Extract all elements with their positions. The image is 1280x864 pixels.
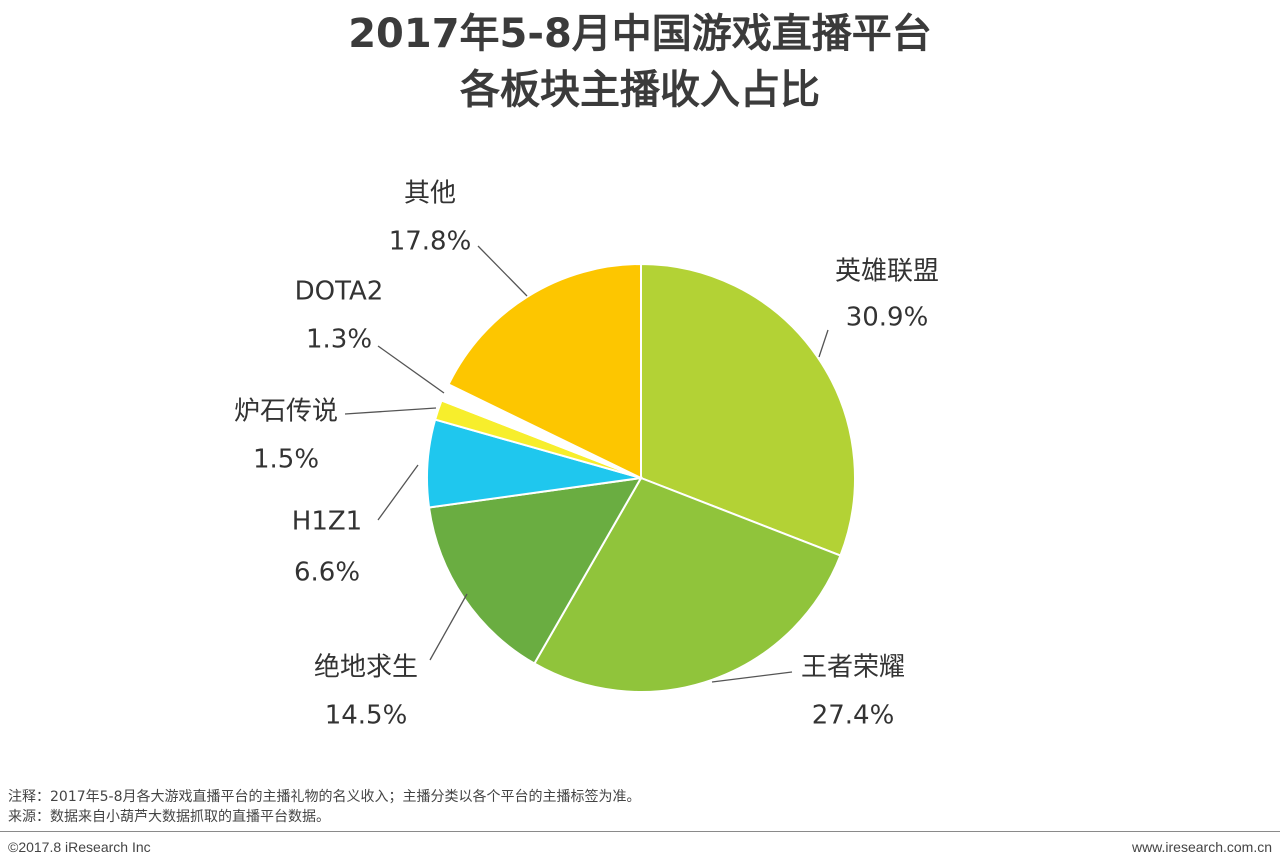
slice-label-0: 英雄联盟	[835, 257, 939, 287]
chart-source: 来源：数据来自小葫芦大数据抓取的直播平台数据。	[8, 809, 330, 825]
slice-value-1: 27.4%	[812, 701, 895, 731]
leader-line-2	[429, 593, 468, 661]
slice-label-2: 绝地求生	[314, 653, 418, 683]
footer-website: www.iresearch.com.cn	[1131, 839, 1272, 855]
footer-divider	[0, 831, 1280, 832]
pie-slice-0	[640, 262, 856, 557]
chart-note: 注释：2017年5-8月各大游戏直播平台的主播礼物的名义收入；主播分类以各个平台…	[8, 789, 641, 805]
slice-value-4: 1.5%	[253, 445, 319, 475]
pie-chart: 英雄联盟 30.9% 王者荣耀 27.4% 绝地求生 14.5% H1Z1 6.6% 炉石传说 1…	[234, 179, 939, 731]
slice-value-0: 30.9%	[846, 303, 929, 333]
slice-label-5: DOTA2	[295, 277, 384, 307]
slice-value-3: 6.6%	[294, 558, 360, 588]
slice-value-5: 1.3%	[306, 325, 372, 355]
slice-label-1: 王者荣耀	[801, 653, 905, 683]
footer-copyright: ©2017.8 iResearch Inc	[8, 839, 151, 855]
chart-title-line-2: 各板块主播收入占比	[460, 67, 820, 113]
slice-value-6: 17.8%	[389, 227, 472, 257]
leader-line-3	[377, 464, 419, 521]
leader-line-1	[711, 671, 793, 683]
leader-line-0	[818, 329, 829, 358]
pie-slice-6	[447, 262, 642, 480]
chart-title-line-1: 2017年5-8月中国游戏直播平台	[348, 11, 932, 57]
leader-line-4	[344, 407, 437, 415]
slice-label-4: 炉石传说	[234, 397, 338, 427]
slice-label-6: 其他	[404, 179, 456, 209]
leader-line-6	[477, 245, 528, 297]
leader-line-5	[377, 345, 445, 394]
slice-label-3: H1Z1	[292, 507, 362, 537]
pie-slice-2	[427, 476, 643, 665]
slice-value-2: 14.5%	[325, 701, 408, 731]
